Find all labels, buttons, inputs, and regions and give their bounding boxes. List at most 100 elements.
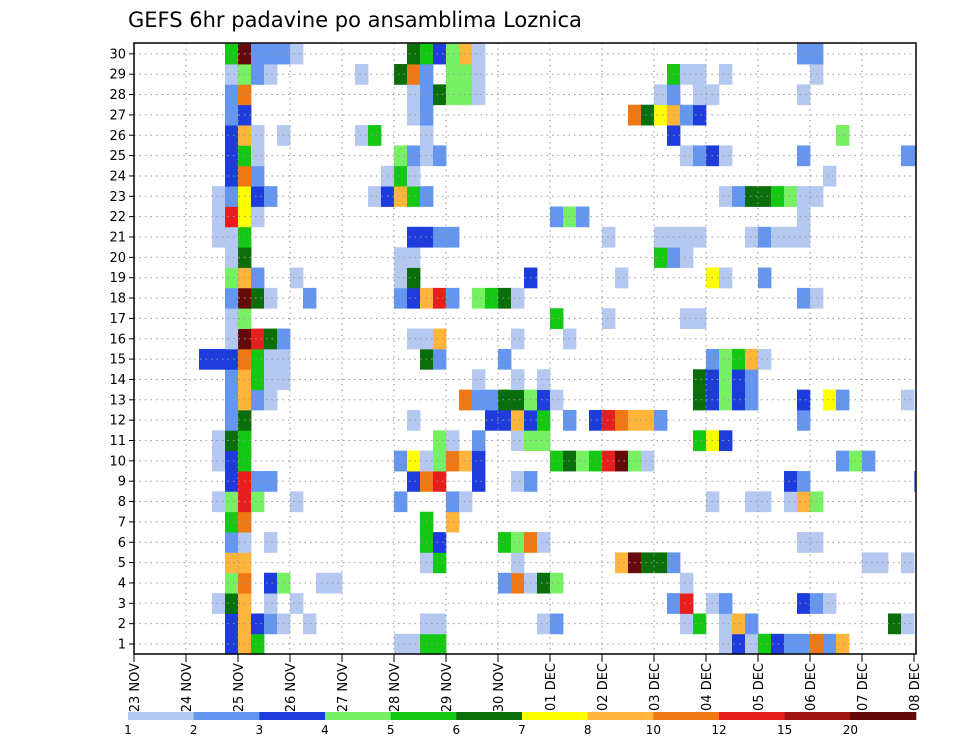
heatmap-cell-m20-s21: [407, 247, 421, 268]
heatmap-cell-m2-s58: [888, 613, 902, 635]
heatmap-cell-m19-s48: [758, 267, 772, 289]
heatmap-cell-m21-s48: [758, 226, 772, 248]
heatmap-cell-m10-s35: [589, 450, 603, 472]
heatmap-cell-m14-s7: [225, 369, 239, 391]
legend-swatch: [719, 712, 785, 720]
heatmap-cell-m30-s26: [472, 43, 486, 65]
x-tick-label: 08 DEC: [908, 663, 923, 711]
x-tick-label: 24 NOV: [180, 663, 195, 712]
legend-label: 3: [256, 723, 264, 737]
gridlines: [134, 43, 916, 654]
heatmap-cell-m18-s7: [225, 287, 239, 309]
heatmap-cell-m11-s26: [472, 430, 486, 452]
y-tick-label: 15: [109, 353, 126, 368]
x-tick-label: 02 DEC: [596, 663, 611, 711]
heatmap-cell-m23-s46: [732, 186, 746, 207]
heatmap-cell-m30-s25: [459, 43, 473, 65]
legend-swatch: [784, 712, 851, 720]
heatmap-cell-m2-s59: [901, 613, 915, 635]
heatmap-cell-m10-s6: [212, 450, 226, 472]
heatmap-cell-m29-s26: [472, 64, 486, 85]
heatmap-cell-m10-s54: [836, 450, 850, 472]
heatmap-cell-m23-s7: [225, 186, 239, 207]
heatmap-cell-m12-s7: [225, 409, 239, 431]
heatmap-cell-m14-s31: [537, 369, 551, 391]
legend-swatch: [325, 712, 391, 720]
heatmap-cell-m12-s35: [589, 409, 603, 431]
heatmap-cell-m29-s25: [459, 64, 473, 85]
heatmap-cell-m23-s21: [407, 186, 421, 207]
heatmap-cell-m13-s28: [498, 389, 512, 411]
heatmap-cell-m5-s40: [654, 552, 668, 574]
heatmap-cell-m17-s7: [225, 308, 239, 329]
legend-swatch: [522, 712, 588, 720]
heatmap-cell-m27-s40: [654, 104, 668, 126]
heatmap-cell-m19-s45: [719, 267, 733, 289]
heatmap-cell-m6-s31: [537, 532, 551, 553]
heatmap-cell-m18-s51: [797, 287, 811, 309]
x-tick-label: 26 NOV: [284, 663, 299, 712]
legend-swatch: [456, 712, 523, 720]
heatmap-cell-m27-s7: [225, 104, 239, 126]
heatmap-cell-m8-s24: [446, 491, 460, 513]
x-tick-label: 05 DEC: [752, 663, 767, 711]
heatmap-cell-m1-s23: [433, 633, 447, 655]
heatmap-cell-m27-s21: [407, 104, 421, 126]
heatmap-cell-m25-s20: [394, 145, 408, 167]
heatmap-cell-m13-s31: [537, 389, 551, 411]
heatmap-cell-m20-s20: [394, 247, 408, 268]
legend-label: 6: [453, 723, 461, 737]
heatmap-cell-m28-s43: [693, 84, 707, 106]
heatmap-cell-m12-s21: [407, 409, 421, 431]
heatmap-cell-m25-s45: [719, 145, 733, 167]
heatmap-cell-m28-s24: [446, 84, 460, 106]
heatmap-cell-m3-s7: [225, 593, 239, 614]
heatmap-cell-m10-s37: [615, 450, 629, 472]
heatmap-cell-m23-s50: [784, 186, 798, 207]
heatmap-cell-m24-s9: [251, 165, 265, 187]
heatmap-cell-m15-s28: [498, 348, 512, 370]
heatmap-cell-m15-s9: [251, 348, 265, 370]
heatmap-cell-m8-s6: [212, 491, 226, 513]
heatmap-cell-m13-s10: [264, 389, 278, 411]
y-tick-label: 5: [118, 556, 126, 571]
heatmap-cell-m2-s43: [693, 613, 707, 635]
heatmap-cell-m15-s10: [264, 348, 278, 370]
x-tick-label: 06 DEC: [804, 663, 819, 711]
heatmap-cell-m10-s39: [641, 450, 655, 472]
heatmap-cell-m1-s47: [745, 633, 759, 655]
heatmap-cell-m12-s51: [797, 409, 811, 431]
heatmap-cell-m13-s7: [225, 389, 239, 411]
heatmap-cell-m13-s26: [472, 389, 486, 411]
heatmap-cell-m2-s9: [251, 613, 265, 635]
heatmap-cell-m11-s43: [693, 430, 707, 452]
heatmap-cell-m12-s29: [511, 409, 525, 431]
heatmap-cell-m18-s29: [511, 287, 525, 309]
heatmap-cell-m6-s28: [498, 532, 512, 553]
y-tick-label: 6: [118, 536, 126, 551]
heatmap-cell-m21-s42: [680, 226, 694, 248]
heatmap-cell-m21-s24: [446, 226, 460, 248]
heatmap-cell-m11-s24: [446, 430, 460, 452]
heatmap-cell-m9-s21: [407, 471, 421, 492]
heatmap-cell-m13-s32: [550, 389, 564, 411]
heatmap-cell-m13-s45: [719, 389, 733, 411]
heatmap-cell-m4-s14: [316, 572, 330, 594]
heatmap-cell-m22-s6: [212, 206, 226, 228]
heatmap-cell-m25-s51: [797, 145, 811, 167]
heatmap-cell-m9-s29: [511, 471, 525, 492]
heatmap-cell-m6-s23: [433, 532, 447, 553]
heatmap-cell-m18-s26: [472, 287, 486, 309]
legend-swatch: [128, 712, 194, 720]
heatmap-cell-m8-s50: [784, 491, 798, 513]
heatmap-cell-m13-s51: [797, 389, 811, 411]
heatmap-cell-m11-s6: [212, 430, 226, 452]
heatmap-cell-m27-s39: [641, 104, 655, 126]
heatmap-cell-m29-s43: [693, 64, 707, 85]
heatmap-cell-m11-s31: [537, 430, 551, 452]
heatmap-cell-m14-s43: [693, 369, 707, 391]
heatmap-cell-m8-s25: [459, 491, 473, 513]
heatmap-cell-m8-s51: [797, 491, 811, 513]
y-tick-label: 1: [118, 638, 126, 653]
heatmap-cell-m28-s26: [472, 84, 486, 106]
